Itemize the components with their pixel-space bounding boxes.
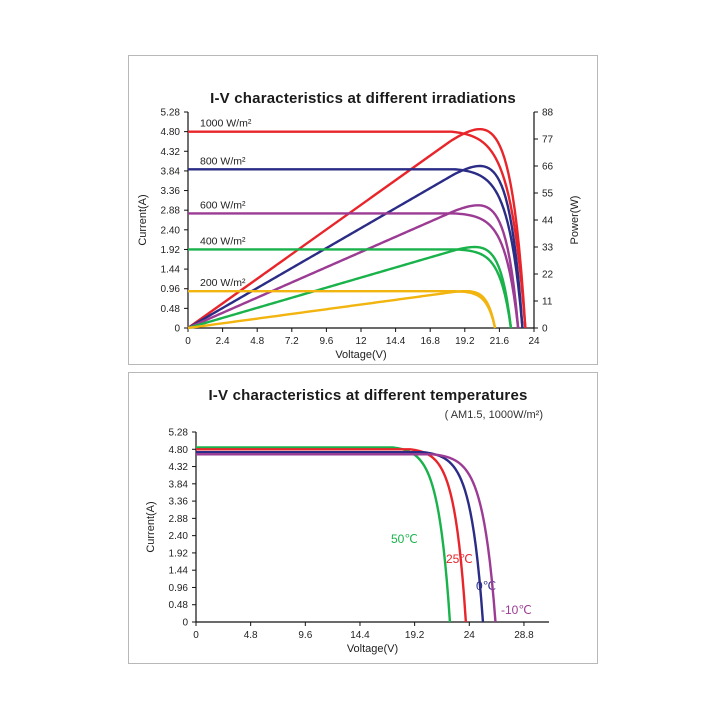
series-label: 1000 W/m² bbox=[200, 118, 252, 130]
y-tick-label: 2.88 bbox=[169, 514, 189, 525]
x-tick-label: 4.8 bbox=[250, 336, 264, 347]
y-right-tick-label: 22 bbox=[542, 270, 554, 281]
series-label: 400 W/m² bbox=[200, 235, 246, 247]
series-label: 200 W/m² bbox=[200, 277, 246, 289]
y-tick-label: 0.96 bbox=[161, 284, 181, 295]
x-tick-label: 28.8 bbox=[514, 630, 534, 641]
y-tick-label: 5.28 bbox=[161, 108, 181, 119]
y-axis-label: Current(A) bbox=[145, 501, 157, 552]
x-tick-label: 24 bbox=[464, 630, 476, 641]
iv-curve bbox=[188, 289, 497, 329]
y-tick-label: 2.40 bbox=[161, 225, 181, 236]
power-curve bbox=[187, 204, 520, 330]
series-label: 25℃ bbox=[446, 552, 473, 566]
y-tick-label: 0.48 bbox=[161, 304, 181, 315]
y-tick-label: 0.96 bbox=[169, 583, 189, 594]
x-tick-label: 9.6 bbox=[319, 336, 333, 347]
x-tick-label: 19.2 bbox=[405, 630, 425, 641]
irradiation-chart-panel: I-V characteristics at different irradia… bbox=[128, 55, 598, 365]
y-tick-label: 4.32 bbox=[169, 462, 189, 473]
y-axis-label: Current(A) bbox=[137, 194, 149, 245]
x-tick-label: 24 bbox=[528, 336, 540, 347]
iv-curve bbox=[188, 212, 520, 329]
y-tick-label: 1.92 bbox=[169, 548, 189, 559]
series-label: 50℃ bbox=[391, 532, 418, 546]
series-label: 600 W/m² bbox=[200, 199, 246, 211]
y-tick-label: 3.84 bbox=[169, 479, 189, 490]
x-tick-label: 14.4 bbox=[350, 630, 370, 641]
power-curve bbox=[187, 289, 497, 330]
y-tick-label: 1.92 bbox=[161, 245, 181, 256]
y-tick-label: 5.28 bbox=[169, 428, 189, 439]
y-tick-label: 2.88 bbox=[161, 206, 181, 217]
y-tick-label: 4.32 bbox=[161, 147, 181, 158]
power-curve bbox=[187, 164, 524, 330]
x-tick-label: 12 bbox=[355, 336, 367, 347]
chart-title: I-V characteristics at different irradia… bbox=[210, 90, 516, 107]
y-tick-label: 4.80 bbox=[161, 127, 181, 138]
power-curve bbox=[187, 127, 527, 329]
series-label: -10℃ bbox=[501, 603, 532, 617]
y-tick-label: 1.44 bbox=[169, 566, 189, 577]
x-tick-label: 14.4 bbox=[386, 336, 406, 347]
power-curve bbox=[187, 245, 513, 330]
x-axis-label: Voltage(V) bbox=[335, 349, 386, 361]
chart-title: I-V characteristics at different tempera… bbox=[208, 387, 528, 404]
iv-curve bbox=[188, 168, 524, 329]
y-tick-label: 3.36 bbox=[169, 497, 189, 508]
x-tick-label: 0 bbox=[193, 630, 199, 641]
temperature-chart-panel: I-V characteristics at different tempera… bbox=[128, 372, 598, 664]
x-tick-label: 4.8 bbox=[244, 630, 258, 641]
iv-curve bbox=[196, 448, 468, 623]
iv-curve bbox=[188, 130, 527, 329]
x-tick-label: 21.6 bbox=[490, 336, 510, 347]
x-tick-label: 19.2 bbox=[455, 336, 475, 347]
y-tick-label: 3.84 bbox=[161, 166, 181, 177]
y-right-tick-label: 88 bbox=[542, 108, 554, 119]
chart-subtitle: ( AM1.5, 1000W/m²) bbox=[444, 409, 543, 421]
y-right-tick-label: 33 bbox=[542, 243, 554, 254]
x-tick-label: 9.6 bbox=[298, 630, 312, 641]
x-tick-label: 2.4 bbox=[216, 336, 230, 347]
y-right-tick-label: 55 bbox=[542, 189, 554, 200]
x-tick-label: 7.2 bbox=[285, 336, 299, 347]
y-right-tick-label: 0 bbox=[542, 324, 548, 335]
y-right-axis-label: Power(W) bbox=[569, 196, 581, 245]
x-tick-label: 16.8 bbox=[420, 336, 440, 347]
y-tick-label: 0 bbox=[182, 618, 188, 629]
y-right-tick-label: 66 bbox=[542, 162, 554, 173]
iv-curve bbox=[196, 450, 485, 623]
y-tick-label: 1.44 bbox=[161, 265, 181, 276]
y-right-tick-label: 11 bbox=[542, 297, 553, 308]
iv-curve bbox=[196, 453, 497, 623]
x-axis-label: Voltage(V) bbox=[347, 643, 398, 655]
y-tick-label: 0 bbox=[174, 324, 180, 335]
y-right-tick-label: 77 bbox=[542, 135, 554, 146]
x-tick-label: 0 bbox=[185, 336, 191, 347]
y-tick-label: 0.48 bbox=[169, 600, 189, 611]
y-tick-label: 2.40 bbox=[169, 531, 189, 542]
series-label: 800 W/m² bbox=[200, 155, 246, 167]
y-tick-label: 3.36 bbox=[161, 186, 181, 197]
y-right-tick-label: 44 bbox=[542, 216, 554, 227]
y-tick-label: 4.80 bbox=[169, 445, 189, 456]
